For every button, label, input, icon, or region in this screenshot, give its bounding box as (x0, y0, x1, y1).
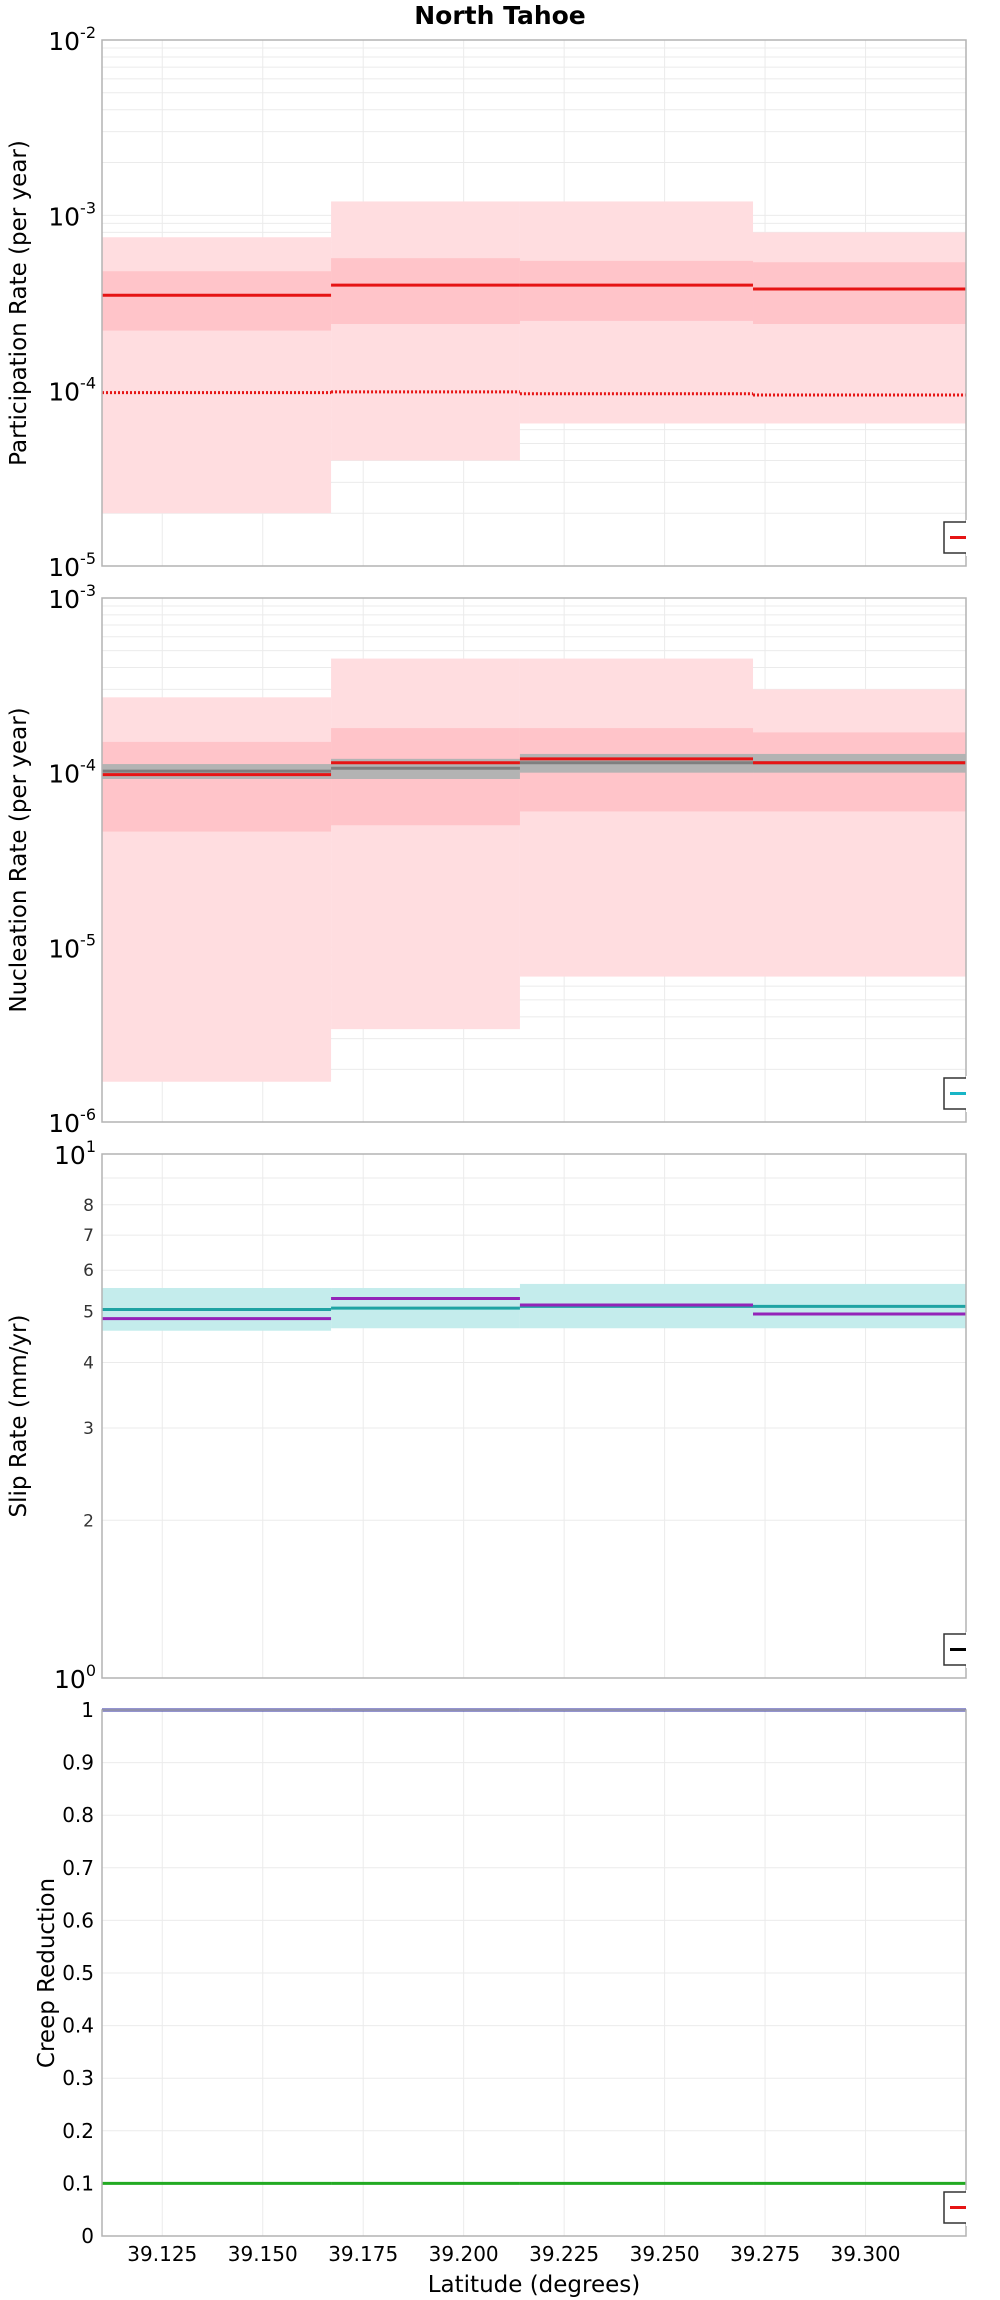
x-tick-label: 39.200 (429, 2242, 499, 2266)
y-tick-label: 0.6 (62, 1908, 94, 1932)
plot-frame (101, 597, 967, 1123)
legend (943, 2190, 1000, 2226)
x-tick-label: 39.275 (730, 2242, 800, 2266)
band-segment (331, 658, 520, 1030)
y-axis-label: Slip Rate (mm/yr) (6, 1315, 32, 1518)
band-segment (753, 262, 966, 325)
y-minor-tick-label: 3 (83, 1419, 94, 1439)
x-tick-label: 39.175 (328, 2242, 398, 2266)
y-tick-label: 0.1 (62, 2171, 94, 2195)
y-tick-label-0-2: 10-3 (48, 198, 96, 231)
legend (943, 520, 1000, 556)
y-tick-label-1-2: 10-4 (48, 756, 96, 789)
y-tick-label: 0.3 (62, 2066, 94, 2090)
y-tick-label-0-3: 10-2 (48, 23, 96, 56)
plot-area (102, 1154, 966, 1678)
y-tick-label: 1 (81, 1698, 94, 1722)
x-ticks: 39.125 39.150 39.175 39.200 39.225 39.250 39.2… (127, 2242, 900, 2266)
y-tick-label: 0.8 (62, 1803, 94, 1827)
y-tick-exponent: -4 (80, 374, 96, 393)
legend (943, 1632, 1000, 1668)
y-tick-exponent: -5 (80, 930, 96, 949)
band-segment (519, 260, 754, 321)
x-tick-label: 39.225 (529, 2242, 599, 2266)
y-tick-label-1-3: 10-3 (48, 581, 96, 614)
legend (943, 1076, 1000, 1112)
y-tick-label-2-1: 101 (54, 1137, 96, 1170)
y-tick-label: 0.4 (62, 2014, 94, 2038)
panel-slip: 100 101 2 3 4 5 6 7 8 Slip Rate (mm/yr) (6, 1137, 1000, 1694)
x-tick-label: 39.250 (630, 2242, 700, 2266)
y-tick-exponent: 1 (86, 1137, 96, 1156)
legend-clip (966, 1632, 1000, 1668)
y-minor-tick-label: 4 (83, 1354, 94, 1374)
y-tick-exponent: -6 (80, 1105, 96, 1124)
y-axis-label: Nucleation Rate (per year) (6, 707, 32, 1012)
y-tick-label: 0.5 (62, 1961, 94, 1985)
band-segment (331, 201, 520, 461)
y-tick-label-0-1: 10-4 (48, 374, 96, 407)
plot-frame (101, 1153, 967, 1679)
band-segment (331, 258, 520, 325)
y-tick-label: 0.2 (62, 2119, 94, 2143)
y-tick-label: 0.9 (62, 1751, 94, 1775)
y-axis-label: Creep Reduction (34, 1878, 60, 2068)
y-tick-label: 0 (81, 2224, 94, 2248)
y-axis-label: Participation Rate (per year) (6, 140, 32, 466)
legend-clip (966, 520, 1000, 556)
y-tick-label-1-0: 10-6 (48, 1105, 96, 1138)
x-tick-label: 39.125 (127, 2242, 197, 2266)
y-minor-tick-label: 6 (83, 1261, 94, 1281)
panel-participation: 10-5 10-4 10-3 10-2 Participation Rate (per … (6, 23, 1000, 582)
y-tick-label-0-0: 10-5 (48, 549, 96, 582)
y-tick-exponent: -2 (80, 23, 96, 42)
y-tick-exponent: -4 (80, 756, 96, 775)
y-minor-tick-label: 2 (83, 1511, 94, 1531)
y-minor-tick-label: 7 (83, 1226, 94, 1246)
y-minor-tick-label: 5 (83, 1303, 94, 1323)
chart-title: North Tahoe (414, 1, 586, 30)
y-tick-exponent: 0 (86, 1661, 96, 1680)
y-tick-label: 0.7 (62, 1856, 94, 1880)
y-tick-exponent: -3 (80, 198, 96, 217)
y-tick-label-1-1: 10-5 (48, 930, 96, 963)
plot-frame (101, 39, 967, 567)
band-segment (102, 271, 332, 331)
legend-clip (966, 1076, 1000, 1112)
panel-nucleation: 10-6 10-5 10-4 10-3 Nucleation Rate (per yea… (6, 581, 1000, 1138)
y-tick-label-2-0: 100 (54, 1661, 96, 1694)
band-segment (519, 658, 754, 977)
x-tick-label: 39.150 (228, 2242, 298, 2266)
legend-clip (966, 2190, 1000, 2226)
y-minor-tick-label: 8 (83, 1196, 94, 1216)
y-tick-exponent: -3 (80, 581, 96, 600)
x-axis-label: Latitude (degrees) (428, 2272, 641, 2298)
plot-frame (101, 1709, 967, 2237)
panel-creep: 0 0.1 0.2 0.3 0.4 0.5 0.6 0.7 0.8 0.9 1 Creep Reduc… (34, 1698, 1000, 2248)
y-tick-exponent: -5 (80, 549, 96, 568)
x-tick-label: 39.300 (831, 2242, 901, 2266)
band-segment (102, 741, 332, 832)
